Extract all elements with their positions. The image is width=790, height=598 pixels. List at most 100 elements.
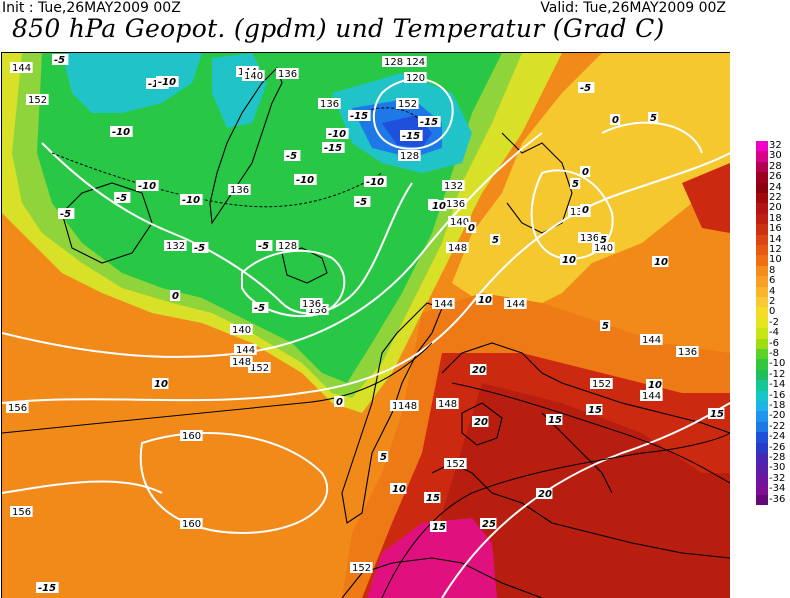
legend-color-swatch [756, 369, 768, 381]
temperature-zone-cyan-west [62, 53, 202, 113]
legend-tick-label: -6 [769, 337, 779, 349]
temperature-isotherm-label: 5 [380, 452, 387, 463]
temperature-isotherm-label-box [546, 414, 563, 425]
legend-tick-label: 18 [769, 212, 782, 224]
legend-color-swatch [756, 141, 768, 152]
temperature-isotherm-label-box [600, 320, 611, 331]
legend-tick-label: -16 [769, 389, 786, 401]
legend-color-swatch [756, 182, 768, 194]
temperature-isotherm-label: 0 [582, 167, 589, 178]
italy-coast [541, 412, 613, 494]
geopotential-height-label-box [446, 242, 469, 253]
temperature-isotherm-label-box [36, 582, 59, 593]
temperature-isotherm-label-box [348, 110, 371, 121]
legend-color-swatch [756, 401, 768, 412]
legend-tick-label: -26 [769, 441, 786, 453]
geopotential-height-label: 128 [400, 151, 419, 162]
temperature-isotherm-label-box [586, 404, 603, 415]
geopotential-height-label-box [6, 402, 29, 413]
temperature-isotherm-label: 5 [572, 179, 579, 190]
labrador-coast [61, 182, 153, 264]
temperature-isotherm-label-box [424, 492, 441, 503]
temperature-isotherm-label: 25 [482, 519, 496, 530]
legend-color-swatch [756, 265, 768, 277]
legend-color-swatch [756, 193, 768, 204]
geopotential-height-label: 148 [398, 401, 417, 412]
temperature-isotherm-label: -15 [350, 111, 368, 122]
forecast-map: 1441521441401361281241201361521281321361… [1, 52, 730, 598]
geopotential-height-label: 136 [302, 299, 321, 310]
legend-color-swatch [756, 411, 768, 423]
geopotential-height-label-box [248, 362, 271, 373]
legend-tick-label: 4 [769, 285, 776, 297]
temperature-isotherm-label: 15 [588, 405, 602, 416]
geopotential-height-label: 152 [250, 363, 269, 374]
temperature-isotherm-label-box [400, 130, 423, 141]
legend-tick-label: -22 [769, 420, 786, 432]
isotherm-10 [2, 342, 433, 434]
temperature-isotherm-label-box [610, 114, 621, 125]
legend-color-swatch [756, 380, 768, 392]
geopotential-height-label-box [26, 94, 49, 105]
legend-tick-label: 6 [769, 275, 776, 287]
geopotential-height-label: 152 [28, 95, 47, 106]
temperature-isotherm-label: -15 [324, 143, 342, 154]
temperature-isotherm-label: -5 [286, 151, 297, 162]
geopotential-height-label-box [396, 98, 419, 109]
geopotential-height-label-box [180, 518, 203, 529]
temperature-isotherm-label-box [136, 180, 159, 191]
temperature-isotherm-label-box [472, 416, 489, 427]
temperature-isotherm-label: -15 [38, 583, 56, 594]
legend-tick-label: -12 [769, 368, 786, 380]
temperature-isotherm-label-box [708, 408, 725, 419]
temperature-isotherm-label-box [378, 451, 389, 462]
geopotential-height-label-box [276, 240, 299, 251]
geopotential-height-label: 160 [182, 431, 201, 442]
legend-tick-label: -24 [769, 431, 786, 443]
legend-color-swatch [756, 161, 768, 173]
temperature-color-legend: 32 30 28 26 24 22 20 18 16 14 12 10 8 6 4 2 0 -2 -4 -6 -8 -10… [756, 141, 785, 506]
temperature-isotherm-label-box [390, 483, 407, 494]
geopotential-height-label: 144 [12, 63, 31, 74]
norway-coast [341, 302, 443, 524]
legend-tick-label: 10 [769, 254, 782, 266]
temperature-isotherm-label: 20 [472, 365, 486, 376]
legend-tick-label: 30 [769, 150, 782, 162]
temperature-isotherm-label-box [570, 178, 581, 189]
geopotential-height-label: 156 [8, 403, 27, 414]
temperature-isotherm-label-box [646, 379, 663, 390]
geopotential-height-label: 140 [244, 71, 263, 82]
temperature-isotherm-label-box [430, 200, 447, 211]
legend-color-swatch [756, 328, 768, 340]
geopotential-height-label: 132 [444, 181, 463, 192]
legend-tick-label: 20 [769, 202, 782, 214]
temperature-isotherm-label: 0 [468, 223, 475, 234]
geopotential-height-label: 144 [506, 299, 525, 310]
geopotential-height-label: 124 [406, 57, 425, 68]
legend-color-swatch [756, 338, 768, 350]
temperature-isotherm-label-box [52, 54, 69, 65]
temperature-isotherm-label: -10 [138, 181, 156, 192]
legend-color-swatch [756, 463, 768, 475]
temperature-isotherm-label-box [170, 290, 181, 301]
legend-tick-label: 22 [769, 192, 782, 203]
temperature-isotherm-label-box [580, 166, 591, 177]
legend-tick-label: -4 [769, 327, 779, 339]
isotherm-20 [451, 382, 730, 484]
temperature-isotherm-label: -15 [420, 117, 438, 128]
legend-color-swatch [756, 213, 768, 225]
legend-tick-label: -2 [769, 316, 779, 328]
temperature-isotherm-label-box [490, 234, 501, 245]
height-label-group: 1441521441401361281241201361521281321361… [6, 56, 699, 574]
isotherm-15 [381, 432, 730, 598]
temperature-isotherm-label: -15 [402, 131, 420, 142]
geopotential-height-label-box [396, 400, 419, 411]
temperature-isotherm-label-box [652, 256, 669, 267]
geopotential-height-label-box [230, 356, 253, 367]
geopotential-height-label-box [350, 562, 373, 573]
legend-color-swatch [756, 390, 768, 402]
geopotential-height-label: 136 [320, 99, 339, 110]
temperature-isotherm-label-box [284, 150, 301, 161]
geopotential-height-label-box [300, 298, 323, 309]
geopotential-height-label-box [10, 62, 33, 73]
